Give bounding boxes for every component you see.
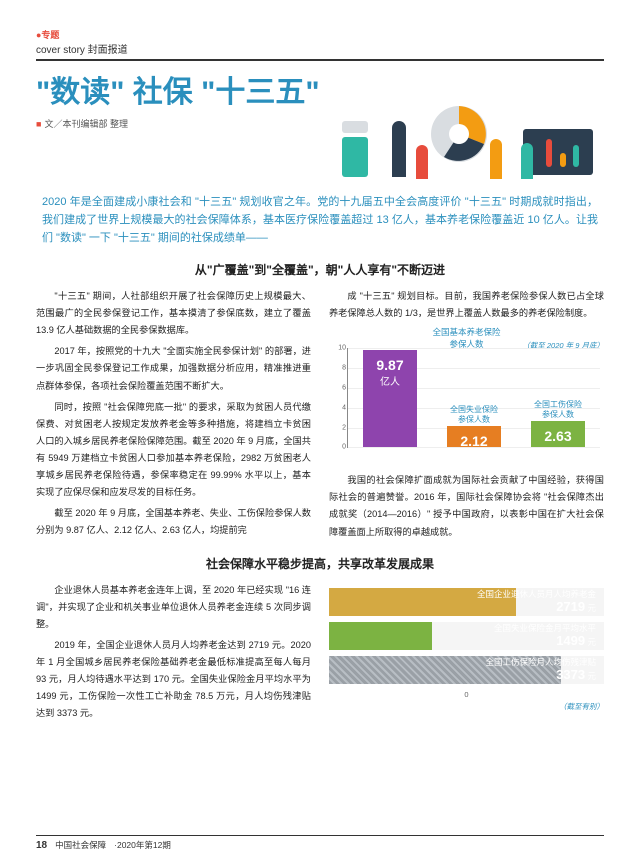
right-column-2: 全国企业退休人员月人均养老金2719 元全国失业保险金月平均水平1499 元全国… (329, 582, 604, 726)
publication-name: 中国社会保障 (55, 839, 106, 851)
chart2-row: 全国企业退休人员月人均养老金2719 元 (329, 588, 604, 616)
page-number: 18 (36, 840, 47, 851)
main-title: "数读" 社保 "十三五" (36, 75, 320, 111)
para: 成 "十三五" 规划目标。目前，我国养老保险参保人数已占全球养老保障总人数的 1… (329, 288, 604, 322)
chart1-bar: 9.87亿人 (363, 350, 417, 448)
lead-paragraph: 2020 年是全面建成小康社会和 "十三五" 规划收官之年。党的十九届五中全会高… (36, 193, 604, 247)
para: 2019 年，全国企业退休人员月人均养老金达到 2719 元。2020 年 1 … (36, 637, 311, 722)
issue-info: ·2020年第12期 (114, 839, 171, 851)
section-subtitle: cover story 封面报道 (36, 41, 604, 61)
section-tag: ●专题 (36, 28, 604, 41)
para: 我国的社会保障扩面成就为国际社会贡献了中国经验，获得国际社会的普遍赞誉。2016… (329, 472, 604, 540)
page-footer: 18 中国社会保障 ·2020年第12期 (36, 835, 604, 851)
left-column-2: 企业退休人员基本养老金连年上调，至 2020 年已经实现 "16 连调"，并实现… (36, 582, 311, 726)
para: 2017 年，按照党的十九大 "全面实施全民参保计划" 的部署，进一步巩固全民参… (36, 343, 311, 394)
participation-bar-chart: 全国基本养老保险参保人数 （截至 2020 年 9 月底） 02468109.8… (329, 326, 604, 466)
para: 企业退休人员基本养老金连年上调，至 2020 年已经实现 "16 连调"，并实现… (36, 582, 311, 633)
chart2-note: （截至有别） (329, 701, 604, 712)
chart1-bar: 全国工伤保险参保人数2.63亿人 (531, 421, 585, 447)
section-heading-1: 从"广覆盖"到"全覆盖"，朝"人人享有"不断迈进 (36, 261, 604, 278)
chart1-bar: 全国失业保险参保人数2.12亿人 (447, 426, 501, 447)
para: 截至 2020 年 9 月底，全国基本养老、失业、工伤保险参保人数分别为 9.8… (36, 505, 311, 539)
chart1-title-a: 全国基本养老保险 (432, 327, 500, 337)
section-heading-2: 社会保障水平稳步提高，共享改革发展成果 (36, 555, 604, 572)
chart2-row: 全国失业保险金月平均水平1499 元 (329, 622, 604, 650)
para: 同时，按照 "社会保障兜底一批" 的要求，采取为贫困人员代缴保费、对贫困老人按规… (36, 399, 311, 501)
chart2-axis: 0 (329, 690, 604, 699)
para: "十三五" 期间，人社部组织开展了社会保障历史上规模最大、范围最广的全民参保登记… (36, 288, 311, 339)
byline: 文／本刊编辑部 整理 (36, 117, 320, 130)
hero-illustration (332, 75, 604, 185)
right-column: 成 "十三五" 规划目标。目前，我国养老保险参保人数已占全球养老保障总人数的 1… (329, 288, 604, 544)
chart2-row: 全国工伤保险月人均伤残津贴3373 元 (329, 656, 604, 684)
left-column: "十三五" 期间，人社部组织开展了社会保障历史上规模最大、范围最广的全民参保登记… (36, 288, 311, 544)
benefits-hbar-chart: 全国企业退休人员月人均养老金2719 元全国失业保险金月平均水平1499 元全国… (329, 588, 604, 684)
